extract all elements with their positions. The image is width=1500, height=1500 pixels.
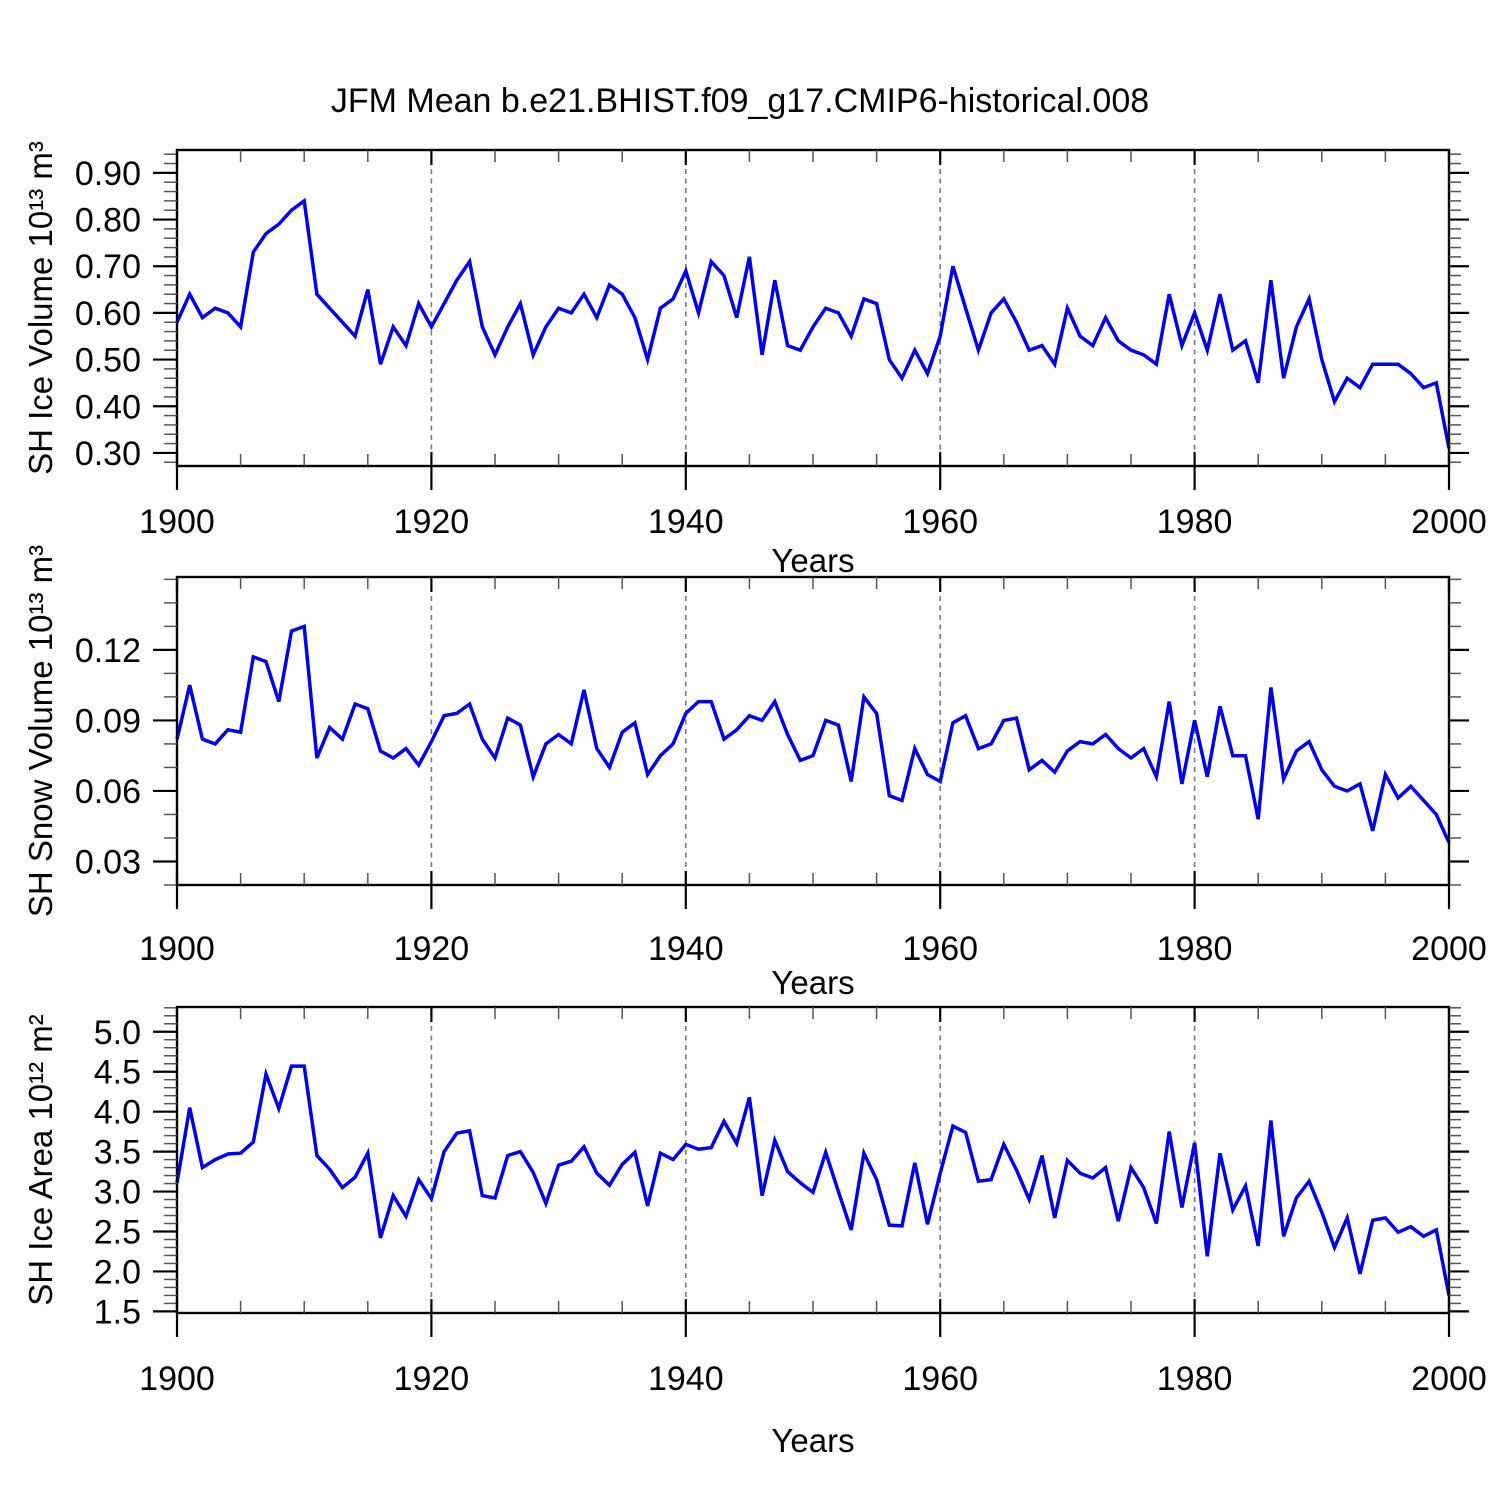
y-tick-label: 0.70	[75, 248, 141, 286]
x-tick-label: 1920	[394, 1360, 470, 1398]
x-tick-label: 2000	[1411, 930, 1487, 968]
x-axis-label-years-bottom: Years	[771, 1422, 855, 1459]
plot-frame-sh-snow-volume	[175, 575, 1451, 887]
figure-title: JFM Mean b.e21.BHIST.f09_g17.CMIP6-histo…	[330, 82, 1150, 120]
plot-frame-sh-ice-volume	[175, 148, 1451, 468]
x-axis-label-years-middle: Years	[771, 964, 855, 1001]
x-tick-label: 1920	[394, 503, 470, 541]
y-tick-label: 0.03	[75, 843, 141, 881]
y-tick-label: 0.30	[75, 435, 141, 473]
x-tick-label: 1900	[139, 1360, 215, 1398]
x-tick-label: 2000	[1411, 503, 1487, 541]
series-line-sh-ice-area	[175, 1064, 1451, 1296]
y-tick-label: 0.50	[75, 342, 141, 380]
x-tick-label: 1940	[648, 930, 724, 968]
y-axis-label-ice-area: SH Ice Area 10¹² m²	[22, 1014, 59, 1306]
x-tick-label: 1960	[902, 503, 978, 541]
y-tick-label: 0.60	[75, 295, 141, 333]
x-tick-label: 1900	[139, 503, 215, 541]
y-tick-label: 3.0	[94, 1174, 141, 1212]
x-tick-label: 1920	[394, 930, 470, 968]
y-tick-label: 0.80	[75, 202, 141, 240]
x-tick-label: 2000	[1411, 1360, 1487, 1398]
x-tick-label: 1960	[902, 1360, 978, 1398]
x-tick-label: 1980	[1157, 1360, 1233, 1398]
series-line-sh-snow-volume	[175, 623, 1451, 844]
x-tick-label: 1960	[902, 930, 978, 968]
y-tick-label: 4.5	[94, 1054, 141, 1092]
y-tick-label: 4.0	[94, 1094, 141, 1132]
y-tick-label: 3.5	[94, 1134, 141, 1172]
series-line-sh-ice-volume	[175, 197, 1451, 449]
y-tick-label: 0.06	[75, 773, 141, 811]
y-tick-label: 0.12	[75, 632, 141, 670]
y-tick-label: 0.40	[75, 388, 141, 426]
x-tick-label: 1980	[1157, 503, 1233, 541]
y-tick-label: 5.0	[94, 1014, 141, 1052]
y-tick-label: 0.09	[75, 702, 141, 740]
x-axis-label-years-top: Years	[771, 542, 855, 579]
y-tick-label: 2.5	[94, 1214, 141, 1252]
y-tick-label: 2.0	[94, 1253, 141, 1291]
x-tick-label: 1900	[139, 930, 215, 968]
x-tick-label: 1980	[1157, 930, 1233, 968]
x-tick-label: 1940	[648, 1360, 724, 1398]
y-tick-label: 1.5	[94, 1293, 141, 1331]
x-tick-label: 1940	[648, 503, 724, 541]
y-tick-label: 0.90	[75, 155, 141, 193]
